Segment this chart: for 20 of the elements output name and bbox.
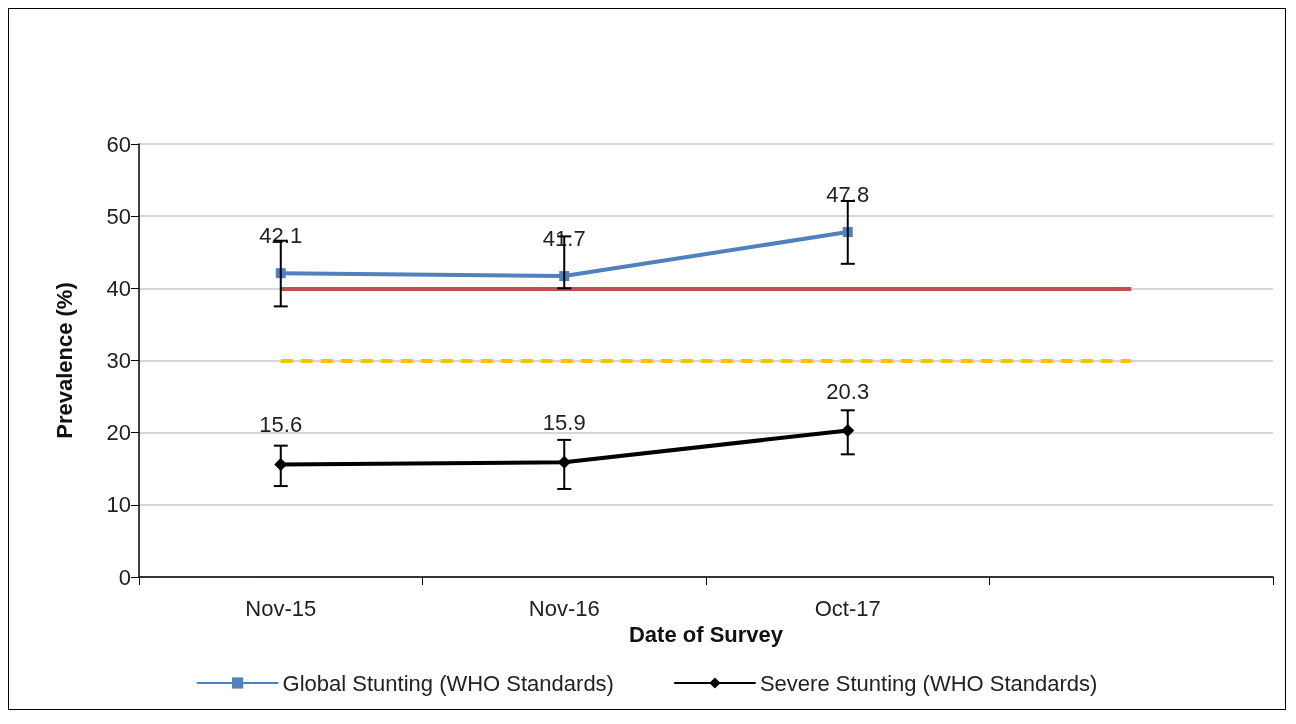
y-tick-label: 50 <box>106 203 131 229</box>
legend-label: Global Stunting (WHO Standards) <box>282 670 614 696</box>
data-label: 42.1 <box>259 222 303 248</box>
data-label: 47.8 <box>826 181 870 207</box>
x-tick-label: Nov-16 <box>528 595 600 621</box>
data-label: 41.7 <box>542 225 586 251</box>
y-tick-label: 0 <box>118 564 131 590</box>
x-tick-label: Nov-15 <box>245 595 317 621</box>
data-label: 20.3 <box>826 378 870 404</box>
y-tick-label: 30 <box>106 348 131 373</box>
y-tick-label: 40 <box>106 275 131 301</box>
data-label: 15.9 <box>542 410 586 436</box>
y-axis-title: Prevalence (%) <box>51 282 77 439</box>
y-tick-label: 60 <box>106 131 131 157</box>
data-label: 15.6 <box>259 412 303 438</box>
x-tick-label: Oct-17 <box>814 595 881 621</box>
x-axis-title: Date of Survey <box>628 622 784 648</box>
legend-label: Severe Stunting (WHO Standards) <box>759 670 1098 696</box>
y-tick-label: 20 <box>106 420 131 446</box>
y-tick-label: 10 <box>106 492 131 518</box>
